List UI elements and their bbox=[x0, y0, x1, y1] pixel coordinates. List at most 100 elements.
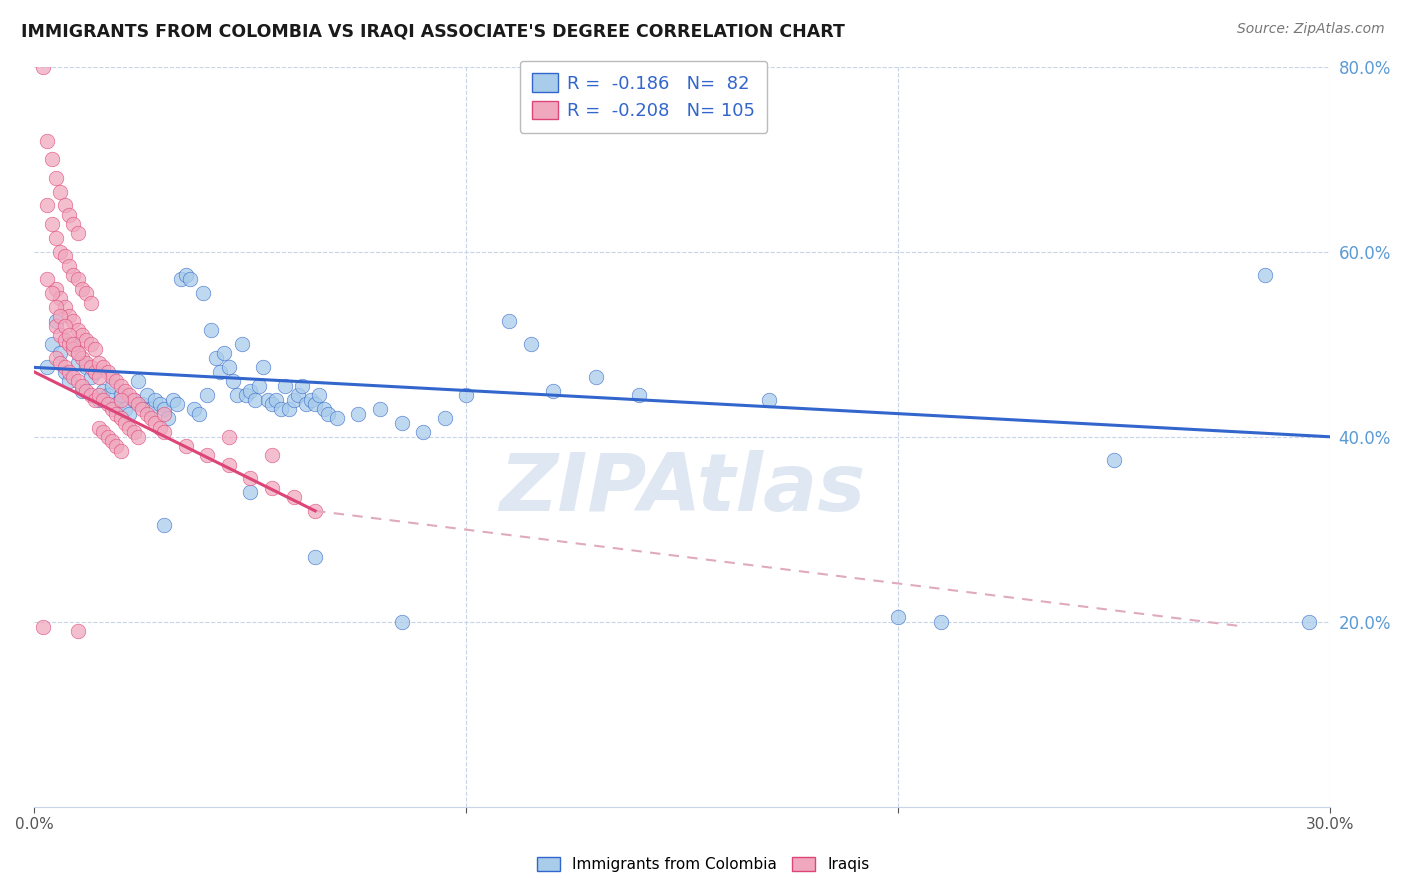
Point bbox=[70, 282, 93, 296]
Point bbox=[79, 337, 101, 351]
Point bbox=[97, 365, 120, 379]
Point bbox=[41, 152, 63, 166]
Point bbox=[162, 392, 184, 407]
Point bbox=[149, 420, 172, 434]
Point bbox=[283, 392, 305, 407]
Point bbox=[270, 402, 292, 417]
Point bbox=[66, 346, 89, 360]
Point bbox=[105, 397, 128, 411]
Point bbox=[83, 392, 105, 407]
Point bbox=[312, 402, 335, 417]
Point bbox=[391, 416, 413, 430]
Point bbox=[153, 517, 176, 532]
Point bbox=[53, 198, 76, 212]
Point bbox=[66, 374, 89, 388]
Point bbox=[143, 416, 166, 430]
Point bbox=[1102, 453, 1125, 467]
Point bbox=[287, 388, 309, 402]
Point bbox=[214, 346, 236, 360]
Point bbox=[114, 416, 136, 430]
Point bbox=[62, 314, 84, 328]
Point bbox=[105, 407, 128, 421]
Point bbox=[260, 397, 283, 411]
Point bbox=[1254, 268, 1277, 282]
Point bbox=[45, 351, 67, 365]
Point bbox=[195, 388, 218, 402]
Point bbox=[110, 443, 132, 458]
Point bbox=[45, 170, 67, 185]
Point bbox=[58, 365, 80, 379]
Point bbox=[887, 610, 910, 624]
Point bbox=[58, 208, 80, 222]
Point bbox=[456, 388, 478, 402]
Point bbox=[75, 384, 97, 398]
Point bbox=[37, 198, 59, 212]
Point bbox=[49, 185, 72, 199]
Point bbox=[83, 365, 105, 379]
Point bbox=[139, 411, 162, 425]
Point bbox=[93, 425, 115, 439]
Point bbox=[110, 411, 132, 425]
Text: IMMIGRANTS FROM COLOMBIA VS IRAQI ASSOCIATE'S DEGREE CORRELATION CHART: IMMIGRANTS FROM COLOMBIA VS IRAQI ASSOCI… bbox=[21, 22, 845, 40]
Point bbox=[66, 272, 89, 286]
Point bbox=[37, 272, 59, 286]
Point bbox=[218, 430, 240, 444]
Point bbox=[209, 365, 232, 379]
Point bbox=[89, 392, 111, 407]
Point bbox=[325, 411, 347, 425]
Point bbox=[89, 356, 111, 370]
Point bbox=[58, 328, 80, 343]
Point bbox=[347, 407, 370, 421]
Point bbox=[62, 342, 84, 356]
Point bbox=[187, 407, 209, 421]
Point bbox=[49, 356, 72, 370]
Point bbox=[93, 392, 115, 407]
Point bbox=[45, 231, 67, 245]
Legend: R =  -0.186   N=  82, R =  -0.208   N= 105: R = -0.186 N= 82, R = -0.208 N= 105 bbox=[520, 61, 768, 133]
Point bbox=[53, 360, 76, 375]
Point bbox=[79, 295, 101, 310]
Point bbox=[53, 365, 76, 379]
Point bbox=[153, 425, 176, 439]
Point bbox=[75, 286, 97, 301]
Point bbox=[79, 369, 101, 384]
Point bbox=[174, 439, 197, 453]
Point bbox=[37, 360, 59, 375]
Point bbox=[260, 448, 283, 462]
Point bbox=[53, 300, 76, 314]
Point bbox=[231, 337, 253, 351]
Point bbox=[157, 411, 180, 425]
Point bbox=[304, 397, 326, 411]
Point bbox=[58, 374, 80, 388]
Point bbox=[101, 369, 124, 384]
Point bbox=[41, 217, 63, 231]
Point bbox=[585, 369, 607, 384]
Point bbox=[66, 226, 89, 240]
Point bbox=[131, 397, 153, 411]
Point bbox=[45, 282, 67, 296]
Point bbox=[239, 471, 262, 485]
Point bbox=[93, 360, 115, 375]
Point bbox=[114, 384, 136, 398]
Point bbox=[222, 374, 245, 388]
Point bbox=[70, 328, 93, 343]
Point bbox=[53, 318, 76, 333]
Point bbox=[412, 425, 434, 439]
Point bbox=[122, 425, 145, 439]
Point bbox=[122, 392, 145, 407]
Point bbox=[520, 337, 543, 351]
Point bbox=[278, 402, 301, 417]
Point bbox=[541, 384, 564, 398]
Point bbox=[83, 365, 105, 379]
Point bbox=[41, 286, 63, 301]
Point bbox=[97, 430, 120, 444]
Point bbox=[226, 388, 249, 402]
Point bbox=[62, 369, 84, 384]
Point bbox=[110, 388, 132, 402]
Text: Source: ZipAtlas.com: Source: ZipAtlas.com bbox=[1237, 22, 1385, 37]
Point bbox=[304, 550, 326, 565]
Point bbox=[62, 337, 84, 351]
Point bbox=[70, 384, 93, 398]
Point bbox=[295, 397, 318, 411]
Point bbox=[153, 407, 176, 421]
